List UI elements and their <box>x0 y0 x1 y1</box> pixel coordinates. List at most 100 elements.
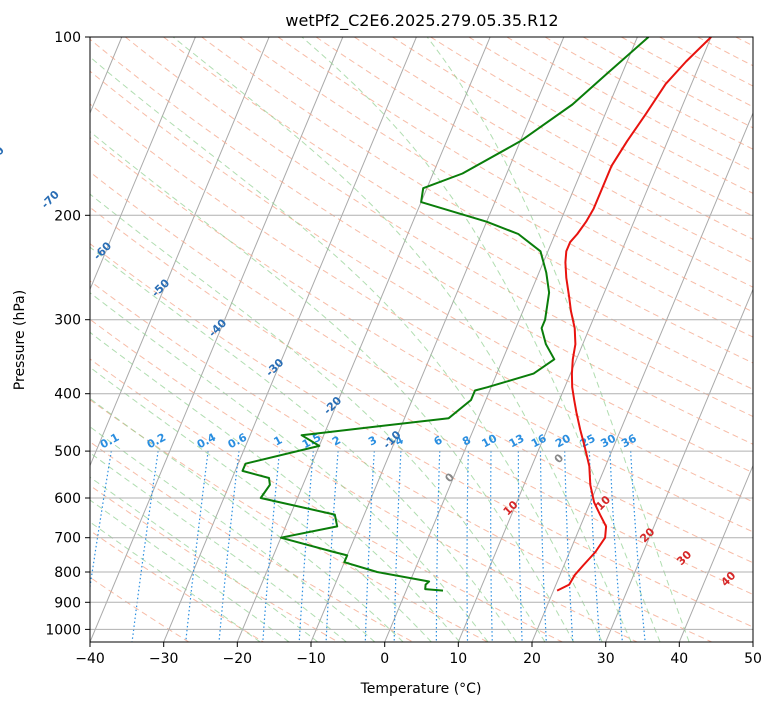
isotherm-label: -30 <box>263 356 286 379</box>
mixing-ratio-line <box>609 451 623 642</box>
dry-adiabat-line <box>90 576 190 642</box>
isotherm-line <box>90 37 270 467</box>
dry-adiabat-line <box>163 37 753 390</box>
moist-adiabat-line <box>90 246 517 642</box>
dry-adiabat-line <box>392 37 753 240</box>
x-tick-label: 50 <box>744 651 762 667</box>
chart-title: wetPf2_C2E6.2025.279.05.35.R12 <box>285 11 558 31</box>
mixing-ratio-line <box>466 451 469 642</box>
y-tick-label: 500 <box>54 444 81 460</box>
y-tick-label: 700 <box>54 531 81 547</box>
isotherm-line <box>384 37 638 642</box>
x-tick-label: 20 <box>523 651 541 667</box>
isotherm-line <box>90 37 196 291</box>
y-tick-label: 800 <box>54 565 81 581</box>
dry-adiabat-line <box>582 37 753 129</box>
mixing-ratio-line <box>218 451 240 642</box>
mixing-ratio-line <box>435 451 441 642</box>
mixing-ratio-line <box>630 451 646 642</box>
y-tick-label: 200 <box>54 208 81 224</box>
dry-adiabat-line <box>90 103 753 503</box>
dry-adiabat-line <box>90 318 638 642</box>
dry-adiabat-line <box>90 358 563 642</box>
isotherm-label: 10 <box>501 498 521 518</box>
mixing-ratio-label: 36 <box>619 432 639 451</box>
moist-adiabat-line <box>90 476 319 642</box>
dry-adiabat-line <box>90 171 753 564</box>
dry-adiabat-line <box>90 529 264 642</box>
moist-adiabat-line <box>90 366 432 642</box>
isotherm-label: -80 <box>0 144 7 167</box>
mixing-ratio-line <box>131 451 159 642</box>
y-tick-label: 900 <box>54 595 81 611</box>
isotherm-line <box>678 464 753 642</box>
isotherm-label: -60 <box>91 239 114 262</box>
dry-adiabat-line <box>90 484 339 642</box>
pressure-gridlines <box>90 37 753 630</box>
mixing-ratio-label: 1 <box>272 433 285 448</box>
mixing-ratio-label: 16 <box>529 432 549 451</box>
isotherm-line <box>90 37 344 642</box>
dry-adiabat-line <box>90 441 414 642</box>
profiles <box>241 37 712 592</box>
y-tick-label: 600 <box>54 491 81 507</box>
moist-adiabat-line <box>90 499 290 642</box>
moist-adiabat-line <box>90 452 347 642</box>
isotherm-line <box>236 37 491 642</box>
dry-adiabat-line <box>735 37 753 47</box>
x-tick-label: 10 <box>449 651 467 667</box>
moist-adiabat-label: 20 <box>637 525 657 545</box>
dewpoint-line <box>241 37 650 592</box>
moist-adiabat-line <box>90 426 376 642</box>
x-tick-label: −10 <box>296 651 326 667</box>
dry-adiabat-line <box>90 70 753 474</box>
mixing-ratio-label: 0.1 <box>98 431 121 452</box>
dry-adiabat-line <box>354 37 753 264</box>
plot-frame <box>89 36 754 643</box>
background-lines <box>90 37 753 642</box>
isotherm-line <box>752 640 753 642</box>
y-tick-label: 100 <box>54 30 81 46</box>
moist-adiabat-label: 10 <box>593 493 613 513</box>
dry-adiabat-line <box>90 280 712 642</box>
dry-adiabat-line <box>90 206 753 596</box>
moist-adiabat-label: 0 <box>552 451 567 466</box>
moist-adiabat-line <box>90 521 261 642</box>
temperature-line <box>556 37 712 592</box>
mixing-ratio-line <box>325 451 339 642</box>
isotherm-line <box>531 111 753 642</box>
skew-labels: 0.10.20.40.611.52346810131620253036-100-… <box>0 144 739 589</box>
dry-adiabat-line <box>506 37 753 172</box>
dry-adiabat-line <box>430 37 753 217</box>
x-axis: −40 −30 −20 −10 0 10 20 30 40 50 <box>75 642 762 667</box>
dry-adiabat-line <box>277 37 753 313</box>
dry-adiabat-line <box>239 37 753 338</box>
moist-adiabat-line <box>90 397 404 642</box>
x-tick-label: −20 <box>223 651 253 667</box>
mixing-ratio-line <box>185 451 209 642</box>
mixing-ratio-label: 0.2 <box>145 431 168 452</box>
dry-adiabat-line <box>697 37 753 67</box>
x-tick-label: 40 <box>670 651 688 667</box>
x-tick-label: −40 <box>75 651 105 667</box>
y-tick-label: 400 <box>54 387 81 403</box>
mixing-ratio-label: 10 <box>480 432 500 451</box>
mixing-ratio-line <box>90 451 112 591</box>
dry-adiabat-line <box>90 38 753 445</box>
moist-adiabat-line <box>426 37 690 642</box>
mixing-ratio-line <box>539 451 547 642</box>
y-axis-label: Pressure (hPa) <box>12 290 28 390</box>
mixing-ratio-label: 0.6 <box>226 431 250 452</box>
mixing-ratio-label: 6 <box>432 433 445 448</box>
isotherm-line <box>163 37 417 642</box>
dry-adiabat-line <box>125 37 753 418</box>
isotherm-line <box>457 37 712 642</box>
mixing-ratio-label: 3 <box>366 433 379 448</box>
moist-adiabat-line <box>301 37 661 642</box>
mixing-ratio-label: 0.4 <box>195 431 219 452</box>
dry-adiabat-line <box>90 243 753 628</box>
mixing-ratio-label: 30 <box>598 432 618 451</box>
moist-adiabat-line <box>90 56 603 642</box>
x-tick-label: 0 <box>380 651 389 667</box>
